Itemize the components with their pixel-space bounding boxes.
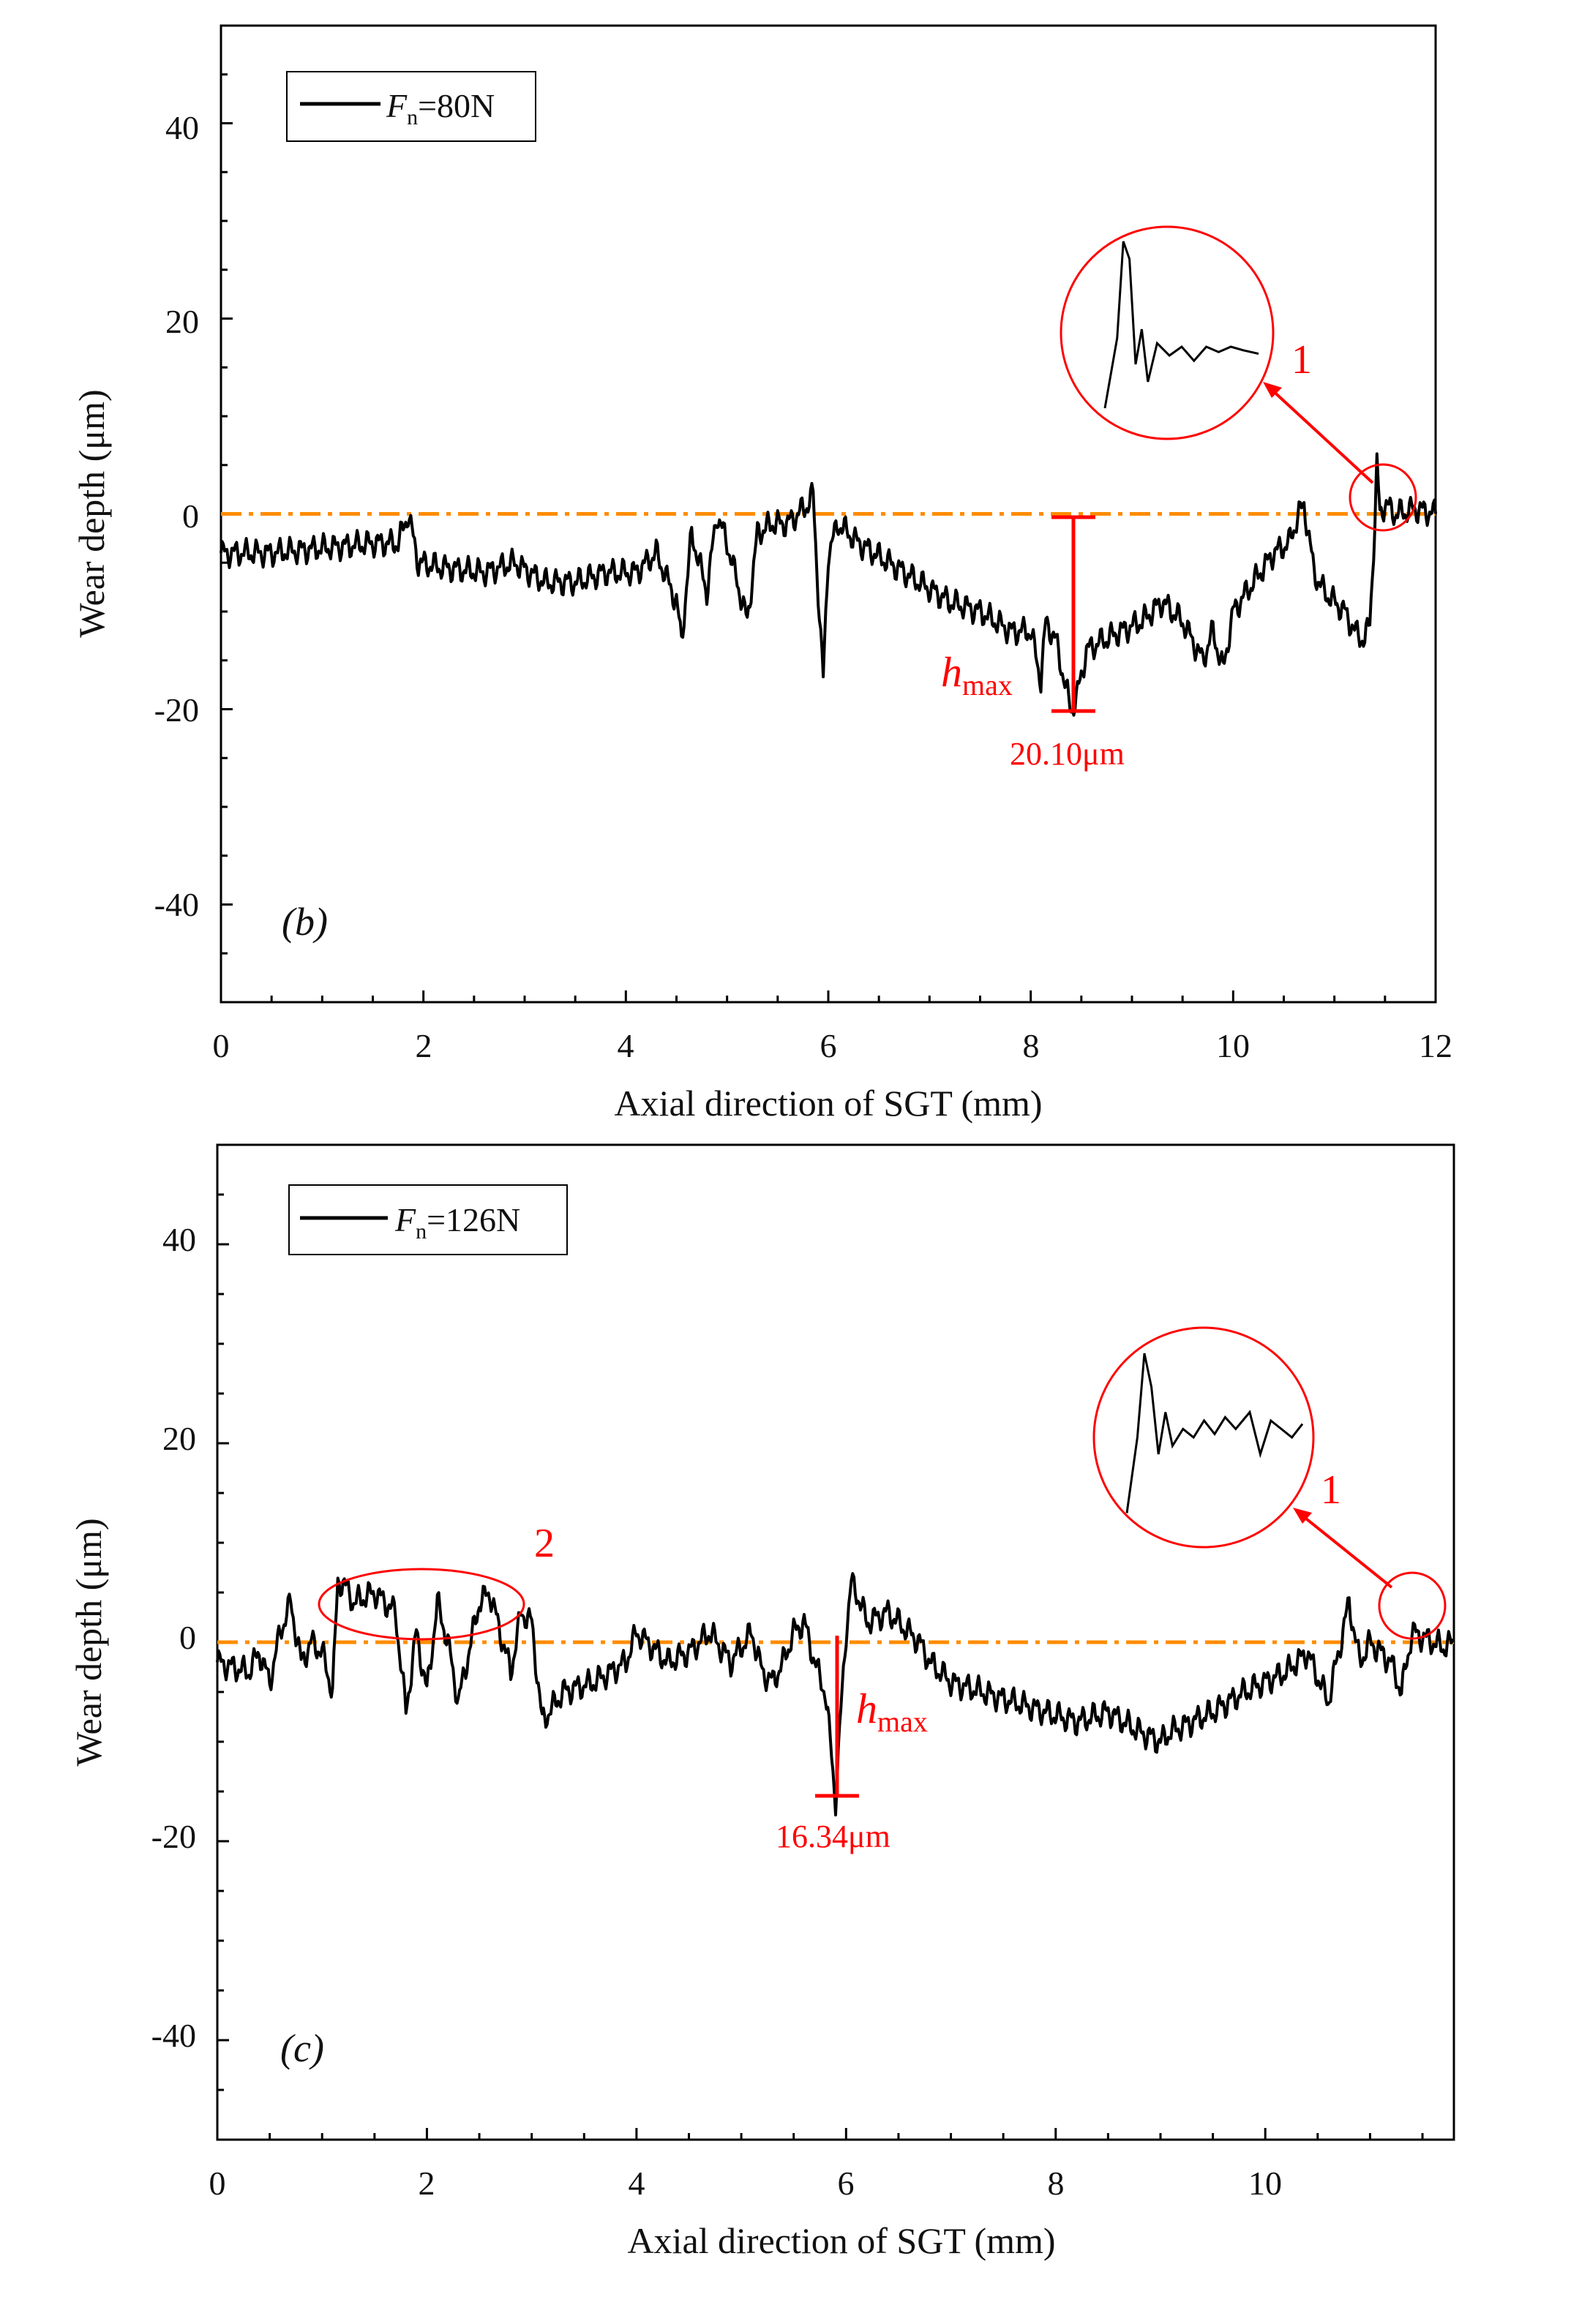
panel-label: (c) xyxy=(280,2026,324,2070)
region-ellipse xyxy=(318,1568,525,1641)
x-tick-marks xyxy=(269,2128,1424,2140)
hmax-value-label: 20.10μm xyxy=(1010,736,1125,772)
y-tick-label: 20 xyxy=(165,303,199,340)
hmax-value-label: 16.34μm xyxy=(776,1819,890,1854)
x-axis-label: Axial direction of SGT (mm) xyxy=(627,2220,1055,2261)
panel-label: (b) xyxy=(282,900,328,944)
x-tick-labels: 0 2 4 6 8 10 12 xyxy=(213,1027,1453,1064)
legend-subscript: n xyxy=(416,1219,427,1244)
zoom-arrowhead xyxy=(1263,382,1282,398)
y-tick-label: -20 xyxy=(154,691,199,729)
x-tick-label: 0 xyxy=(213,1027,230,1064)
zoom-callout-1: 1 xyxy=(1060,225,1417,532)
zoom-small-circle xyxy=(1378,1571,1447,1640)
legend: Fn=126N xyxy=(288,1184,568,1255)
data-series xyxy=(216,1572,1455,1817)
hmax-marker: hmax 16.34μm xyxy=(776,1636,928,1854)
y-tick-label: -40 xyxy=(154,886,199,923)
y-axis-label: Wear depth (μm) xyxy=(71,389,112,637)
y-axis-label: Wear depth (μm) xyxy=(68,1518,109,1766)
zoom-arrowhead xyxy=(1293,1508,1312,1524)
x-tick-label: 0 xyxy=(209,2165,226,2202)
y-tick-label: 40 xyxy=(165,109,199,146)
hmax-marker: hmax 20.10μm xyxy=(941,515,1125,772)
zoom-callout-1: 1 xyxy=(1092,1326,1447,1640)
y-tick-label: 0 xyxy=(179,1619,196,1656)
zoom-label-1: 1 xyxy=(1291,337,1312,383)
y-tick-label: 40 xyxy=(162,1221,196,1258)
x-tick-label: 12 xyxy=(1419,1027,1452,1064)
zoom-large-circle xyxy=(1060,225,1275,440)
legend: Fn=80N xyxy=(286,71,536,142)
x-tick-labels: 0 2 4 6 8 10 xyxy=(209,2165,1283,2202)
data-series xyxy=(220,452,1437,717)
panel-c: Fn=126N (c) 2 hmax 16.34μm 1 xyxy=(68,1143,1455,2261)
legend-suffix: =80N xyxy=(418,87,495,124)
zoom-small-circle xyxy=(1349,463,1417,532)
x-tick-label: 6 xyxy=(838,2165,855,2202)
x-tick-label: 8 xyxy=(1048,2165,1065,2202)
hmax-symbol: hmax xyxy=(941,648,1013,702)
x-tick-marks xyxy=(270,990,1387,1002)
zoom-trace xyxy=(1125,1353,1304,1513)
legend-label: Fn=80N xyxy=(386,87,495,129)
x-tick-label: 4 xyxy=(618,1027,634,1064)
y-tick-labels: 40 20 0 -20 -40 xyxy=(151,1221,196,2054)
zoom-label-1: 1 xyxy=(1321,1467,1341,1513)
zoom-large-circle xyxy=(1092,1326,1315,1549)
x-tick-label: 6 xyxy=(820,1027,837,1064)
legend-prefix: F xyxy=(394,1201,416,1238)
region-label-2: 2 xyxy=(534,1521,555,1566)
panel-b: Fn=80N (b) hmax 20.10μm 1 40 20 xyxy=(71,24,1453,1124)
legend-box xyxy=(286,71,536,142)
y-tick-label: 20 xyxy=(162,1420,196,1457)
legend-suffix: =126N xyxy=(427,1201,520,1238)
zoom-arrow xyxy=(1297,1511,1393,1589)
x-tick-label: 2 xyxy=(416,1027,432,1064)
hmax-symbol: hmax xyxy=(856,1685,928,1738)
x-tick-label: 10 xyxy=(1216,1027,1250,1064)
y-tick-label: 0 xyxy=(182,497,199,535)
legend-label: Fn=126N xyxy=(394,1201,520,1244)
series-line xyxy=(216,1572,1455,1817)
zoom-arrow xyxy=(1268,386,1374,484)
x-tick-label: 4 xyxy=(629,2165,645,2202)
x-axis-label: Axial direction of SGT (mm) xyxy=(614,1083,1042,1124)
series-line xyxy=(220,452,1437,717)
region-callout-2: 2 xyxy=(318,1521,555,1641)
y-tick-labels: 40 20 0 -20 -40 xyxy=(154,109,199,923)
x-tick-label: 8 xyxy=(1023,1027,1040,1064)
y-tick-label: -20 xyxy=(151,1818,196,1855)
legend-subscript: n xyxy=(407,105,418,129)
x-tick-label: 10 xyxy=(1248,2165,1282,2202)
zoom-trace xyxy=(1103,241,1259,409)
y-tick-label: -40 xyxy=(151,2017,196,2054)
x-tick-label: 2 xyxy=(419,2165,435,2202)
legend-prefix: F xyxy=(386,87,408,124)
